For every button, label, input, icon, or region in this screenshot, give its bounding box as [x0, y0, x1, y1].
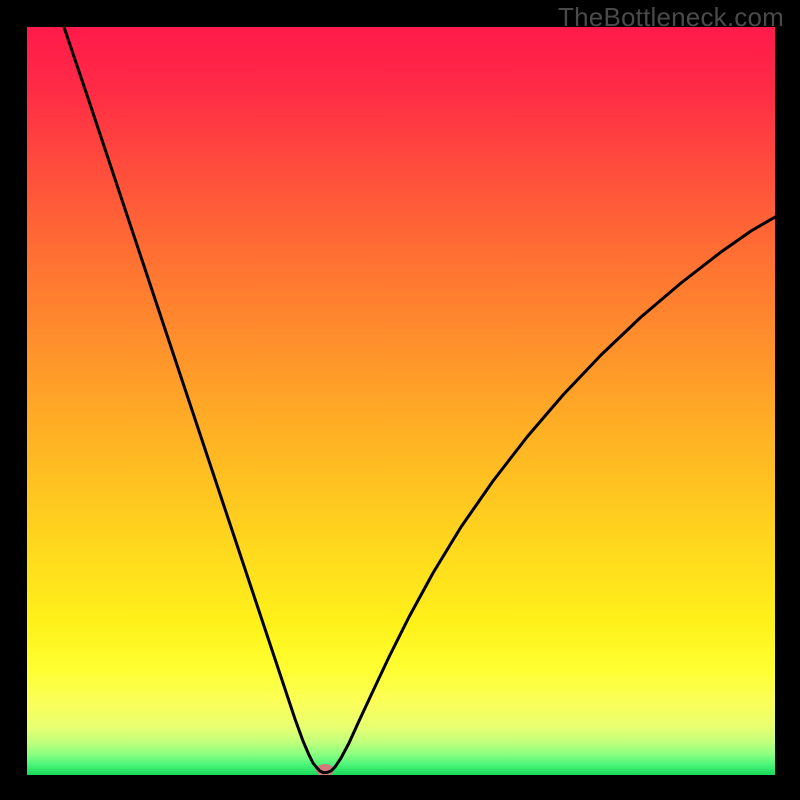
plot-area [27, 27, 775, 775]
chart-container: TheBottleneck.com [0, 0, 800, 800]
gradient-background [27, 27, 775, 775]
